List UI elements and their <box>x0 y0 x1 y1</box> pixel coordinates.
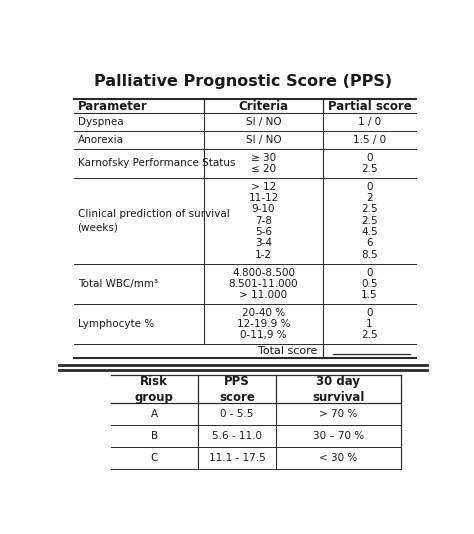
Text: 0: 0 <box>366 308 373 318</box>
Text: Palliative Prognostic Score (PPS): Palliative Prognostic Score (PPS) <box>94 74 392 89</box>
Text: 0: 0 <box>366 268 373 278</box>
Text: 0: 0 <box>366 153 373 163</box>
Text: 20-40 %: 20-40 % <box>242 308 285 318</box>
Text: 7-8: 7-8 <box>255 216 272 226</box>
Text: Partial score: Partial score <box>328 100 411 113</box>
Text: A: A <box>151 409 158 419</box>
Text: 11-12: 11-12 <box>248 193 279 203</box>
Text: 0 - 5.5: 0 - 5.5 <box>220 409 254 419</box>
Text: 5-6: 5-6 <box>255 227 272 237</box>
Text: 4.800-8.500: 4.800-8.500 <box>232 268 295 278</box>
Text: < 30 %: < 30 % <box>319 453 357 463</box>
Text: 1-2: 1-2 <box>255 249 272 260</box>
Text: 1: 1 <box>366 319 373 329</box>
Text: C: C <box>151 453 158 463</box>
Text: 12-19.9 %: 12-19.9 % <box>237 319 290 329</box>
Text: 2.5: 2.5 <box>361 164 378 174</box>
Text: 2.5: 2.5 <box>361 205 378 214</box>
Text: 2.5: 2.5 <box>361 216 378 226</box>
Text: 1.5: 1.5 <box>361 290 378 300</box>
Text: > 12: > 12 <box>251 182 276 192</box>
Text: B: B <box>151 431 158 441</box>
Text: 2.5: 2.5 <box>361 331 378 340</box>
Text: 11.1 - 17.5: 11.1 - 17.5 <box>209 453 265 463</box>
Text: 6: 6 <box>366 238 373 248</box>
Text: 5.6 - 11.0: 5.6 - 11.0 <box>212 431 262 441</box>
Text: > 11.000: > 11.000 <box>239 290 288 300</box>
Text: 2: 2 <box>366 193 373 203</box>
Text: Risk
group: Risk group <box>135 375 173 404</box>
Text: Lymphocyte %: Lymphocyte % <box>78 319 154 329</box>
Text: SI / NO: SI / NO <box>246 117 282 127</box>
Text: ≥ 30: ≥ 30 <box>251 153 276 163</box>
Text: Dyspnea: Dyspnea <box>78 117 123 127</box>
Text: SI / NO: SI / NO <box>246 135 282 145</box>
Text: 30 day
survival: 30 day survival <box>312 375 365 404</box>
Text: Parameter: Parameter <box>78 100 147 113</box>
Text: Total score: Total score <box>258 346 318 356</box>
Text: > 70 %: > 70 % <box>319 409 357 419</box>
Text: 8.5: 8.5 <box>361 249 378 260</box>
Text: 30 – 70 %: 30 – 70 % <box>313 431 364 441</box>
Text: 3-4: 3-4 <box>255 238 272 248</box>
Text: 9-10: 9-10 <box>252 205 275 214</box>
Text: Clinical prediction of survival
(weeks): Clinical prediction of survival (weeks) <box>78 209 229 232</box>
Text: 8.501-11.000: 8.501-11.000 <box>229 279 298 289</box>
Text: Anorexia: Anorexia <box>78 135 124 145</box>
Text: 0.5: 0.5 <box>361 279 378 289</box>
Text: 0-11,9 %: 0-11,9 % <box>240 331 287 340</box>
Text: 1 / 0: 1 / 0 <box>358 117 381 127</box>
Text: 1.5 / 0: 1.5 / 0 <box>353 135 386 145</box>
Text: Criteria: Criteria <box>238 100 289 113</box>
Text: Karnofsky Performance Status: Karnofsky Performance Status <box>78 158 235 168</box>
Text: Total WBC/mm³: Total WBC/mm³ <box>78 279 158 289</box>
Text: 4.5: 4.5 <box>361 227 378 237</box>
Text: PPS
score: PPS score <box>219 375 255 404</box>
Text: ≤ 20: ≤ 20 <box>251 164 276 174</box>
Text: 0: 0 <box>366 182 373 192</box>
